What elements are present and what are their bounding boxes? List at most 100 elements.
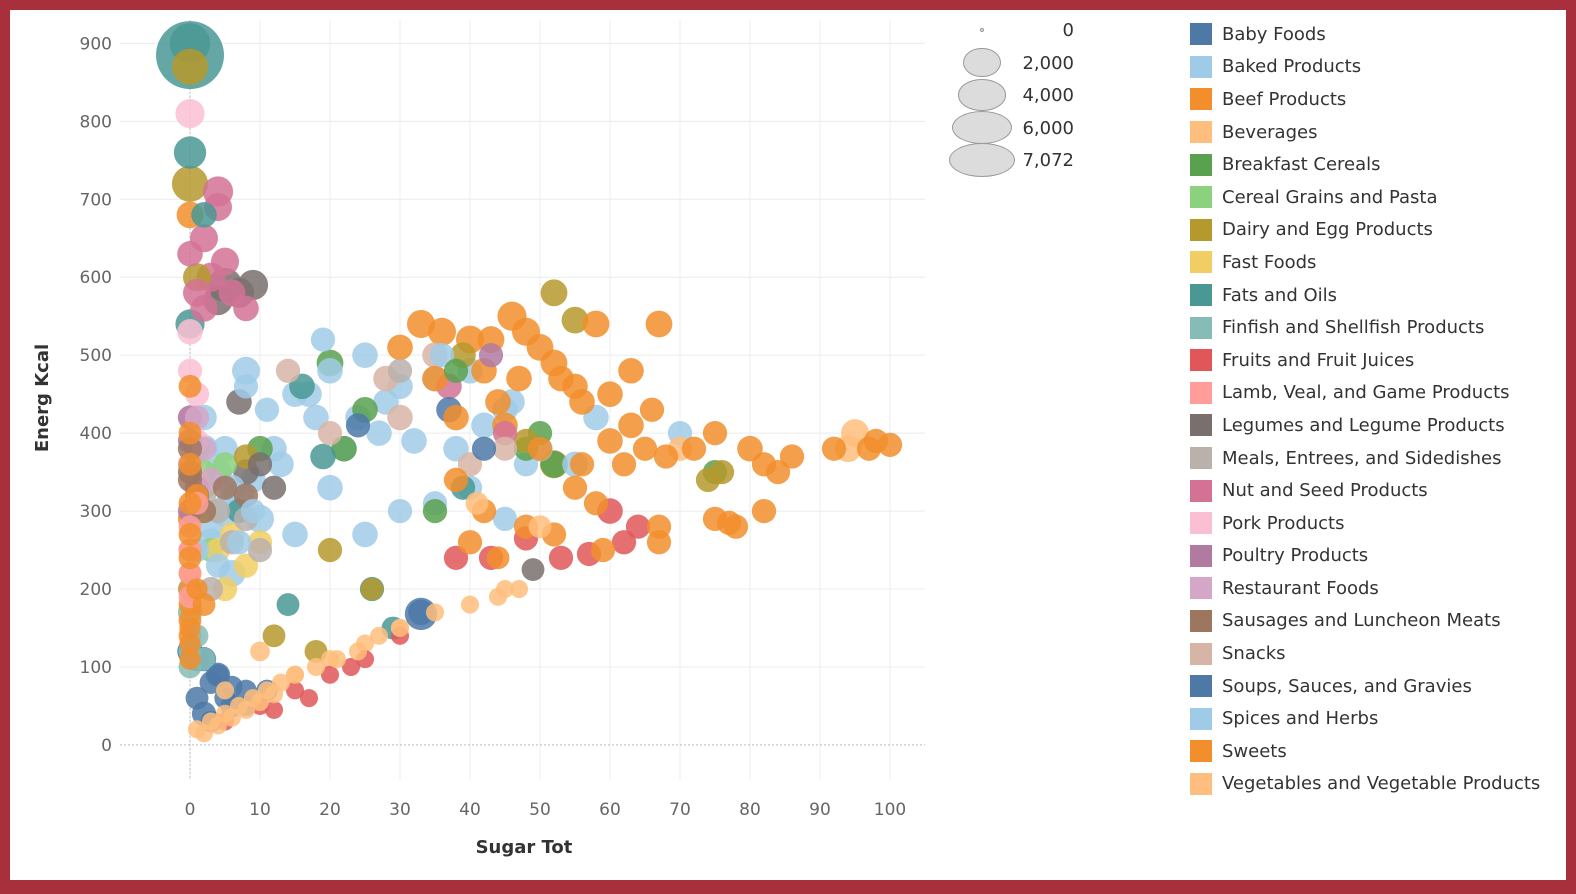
data-point — [261, 475, 287, 500]
legend-item[interactable]: Spices and Herbs — [1190, 702, 1540, 735]
data-point — [425, 603, 445, 622]
data-point — [597, 428, 623, 454]
legend-item[interactable]: Fruits and Fruit Juices — [1190, 344, 1540, 377]
data-point — [179, 617, 201, 639]
data-point — [282, 521, 308, 548]
legend-item[interactable]: Snacks — [1190, 637, 1540, 670]
legend-item[interactable]: Dairy and Egg Products — [1190, 214, 1540, 247]
size-legend-item: 6,000 — [940, 111, 1090, 145]
data-point — [268, 451, 294, 478]
legend-swatch — [1190, 55, 1212, 78]
data-point — [177, 319, 203, 345]
x-tick-label: 70 — [669, 800, 691, 820]
legend-label: Poultry Products — [1222, 545, 1369, 567]
legend-item[interactable]: Beef Products — [1190, 83, 1540, 116]
data-point — [299, 689, 319, 708]
legend-item[interactable]: Fast Foods — [1190, 246, 1540, 279]
y-tick-label: 500 — [80, 346, 112, 366]
data-point — [247, 452, 273, 477]
legend-item[interactable]: Restaurant Foods — [1190, 572, 1540, 605]
data-point — [178, 523, 202, 546]
data-point — [250, 641, 270, 662]
legend-swatch — [1190, 544, 1212, 567]
legend-label: Baby Foods — [1222, 23, 1326, 45]
legend-item[interactable]: Vegetables and Vegetable Products — [1190, 768, 1540, 801]
legend-swatch — [1190, 414, 1212, 437]
size-legend-shape — [963, 47, 1001, 78]
data-point — [360, 577, 384, 601]
legend-item[interactable]: Finfish and Shellfish Products — [1190, 311, 1540, 344]
data-point — [639, 397, 665, 422]
data-point — [310, 443, 336, 470]
y-tick-label: 300 — [80, 502, 112, 522]
data-point — [387, 404, 413, 431]
legend-label: Pork Products — [1222, 512, 1345, 534]
legend-label: Meals, Entrees, and Sidedishes — [1222, 447, 1502, 469]
data-point — [471, 412, 497, 439]
data-point — [528, 515, 552, 539]
legend-item[interactable]: Sausages and Luncheon Meats — [1190, 605, 1540, 638]
x-tick-label: 20 — [319, 800, 341, 820]
data-point — [320, 665, 340, 684]
data-point — [369, 626, 389, 645]
legend-item[interactable]: Beverages — [1190, 116, 1540, 149]
legend-item[interactable]: Cereal Grains and Pasta — [1190, 181, 1540, 214]
legend-label: Sweets — [1222, 740, 1287, 762]
legend-item[interactable]: Nut and Seed Products — [1190, 474, 1540, 507]
data-point — [521, 558, 545, 581]
legend-item[interactable]: Pork Products — [1190, 507, 1540, 540]
data-point — [185, 686, 209, 710]
legend-item[interactable]: Baby Foods — [1190, 18, 1540, 51]
y-axis-title: Energ Kcal — [32, 344, 53, 452]
legend-item[interactable]: Meals, Entrees, and Sidedishes — [1190, 442, 1540, 475]
data-point — [175, 98, 205, 129]
legend-label: Vegetables and Vegetable Products — [1222, 773, 1541, 795]
data-point — [317, 537, 343, 563]
legend-label: Beef Products — [1222, 88, 1347, 110]
data-point — [348, 642, 368, 661]
data-point — [285, 665, 305, 684]
data-point — [709, 459, 735, 485]
size-legend-item: 0 — [940, 14, 1090, 47]
data-point — [387, 334, 413, 361]
size-legend-label: 2,000 — [1022, 52, 1074, 74]
data-point — [226, 530, 252, 555]
data-point — [429, 343, 455, 368]
legend-swatch — [1190, 512, 1212, 535]
legend-item[interactable]: Lamb, Veal, and Game Products — [1190, 377, 1540, 410]
legend-label: Legumes and Legume Products — [1222, 414, 1505, 436]
legend-swatch — [1190, 740, 1212, 763]
legend-item[interactable]: Baked Products — [1190, 51, 1540, 84]
legend-item[interactable]: Soups, Sauces, and Gravies — [1190, 670, 1540, 703]
data-point — [527, 436, 553, 461]
y-tick-label: 800 — [80, 112, 112, 132]
data-point — [264, 700, 284, 719]
data-point — [457, 452, 483, 477]
data-point — [387, 498, 413, 524]
data-point — [317, 420, 343, 446]
legend-item[interactable]: Breakfast Cereals — [1190, 148, 1540, 181]
y-tick-label: 600 — [80, 268, 112, 288]
legend-label: Baked Products — [1222, 56, 1362, 78]
y-tick-label: 100 — [80, 658, 112, 678]
data-point — [422, 498, 448, 524]
data-point — [597, 381, 623, 407]
legend-item[interactable]: Legumes and Legume Products — [1190, 409, 1540, 442]
legend-label: Fruits and Fruit Juices — [1222, 349, 1415, 371]
data-point — [751, 498, 777, 524]
legend-item[interactable]: Poultry Products — [1190, 540, 1540, 573]
size-legend-label: 7,072 — [1022, 150, 1074, 172]
data-point — [548, 545, 574, 570]
legend-label: Sausages and Luncheon Meats — [1222, 610, 1501, 632]
size-legend-shape — [952, 111, 1012, 145]
size-legend-item: 7,072 — [940, 143, 1090, 178]
data-point — [422, 365, 448, 392]
data-point — [317, 357, 343, 384]
legend-item[interactable]: Fats and Oils — [1190, 279, 1540, 312]
data-point — [618, 357, 644, 384]
legend-swatch — [1190, 675, 1212, 698]
legend-item[interactable]: Sweets — [1190, 735, 1540, 768]
size-legend-shape — [949, 143, 1015, 178]
data-point — [488, 587, 508, 606]
data-point — [341, 657, 361, 677]
